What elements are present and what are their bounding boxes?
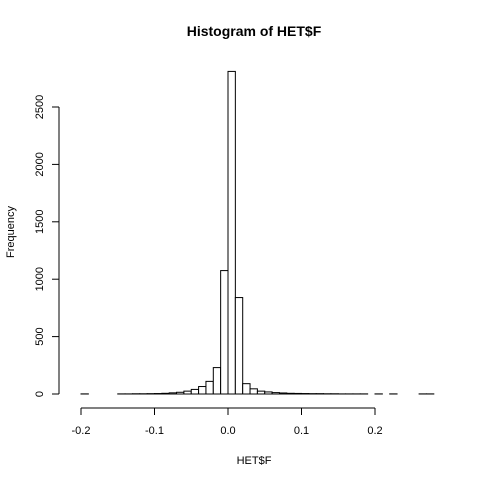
histogram-bar <box>198 386 207 395</box>
y-tick-label: 0 <box>34 391 46 397</box>
x-tick-label: -0.1 <box>145 425 164 437</box>
histogram-bar <box>271 392 280 395</box>
histogram-bar <box>176 391 185 395</box>
y-tick-label: 500 <box>34 327 46 345</box>
y-tick-label: 1500 <box>34 210 46 234</box>
histogram-bar <box>286 392 295 395</box>
x-tick-label: -0.2 <box>72 425 91 437</box>
y-tick-label: 2000 <box>34 152 46 176</box>
histogram-bar <box>256 390 266 395</box>
histogram-bar <box>264 391 273 395</box>
histogram-bar <box>278 392 288 395</box>
histogram-bar <box>190 388 200 395</box>
y-axis: 0 500 1000 1500 2000 2500 <box>34 95 60 397</box>
histogram-bar <box>212 367 222 395</box>
x-axis: -0.2 -0.1 0.0 0.1 0.2 <box>72 407 383 437</box>
y-tick-label: 1000 <box>34 267 46 291</box>
bars-group <box>80 70 435 395</box>
x-axis-label: HET$F <box>237 455 272 467</box>
histogram-bar <box>227 70 236 395</box>
x-tick-label: 0.2 <box>367 425 382 437</box>
x-tick-label: 0.1 <box>294 425 309 437</box>
histogram-bar <box>168 392 178 395</box>
histogram-bar <box>205 380 214 395</box>
chart-title: Histogram of HET$F <box>187 23 322 39</box>
histogram-bar <box>220 270 229 395</box>
histogram-bar <box>234 297 244 395</box>
y-axis-label: Frequency <box>5 206 17 258</box>
histogram-bar <box>242 383 251 395</box>
histogram-bar <box>183 390 192 395</box>
y-tick-label: 2500 <box>34 95 46 119</box>
histogram-bar <box>249 388 258 395</box>
x-tick-label: 0.0 <box>220 425 235 437</box>
histogram-bar <box>161 392 170 395</box>
histogram-bar <box>293 392 302 395</box>
